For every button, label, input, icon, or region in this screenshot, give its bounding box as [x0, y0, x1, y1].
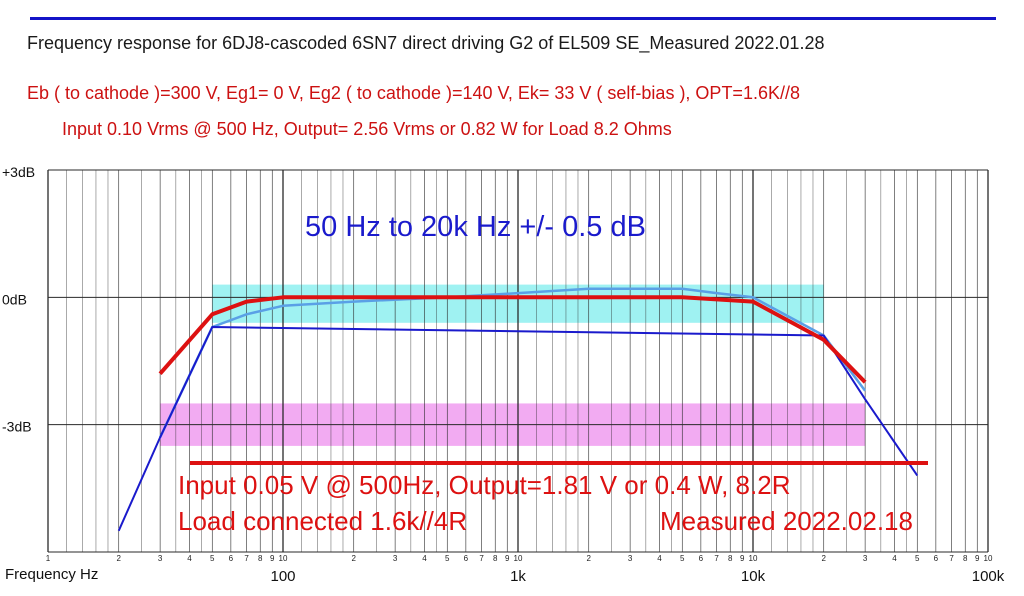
x-minor-tick-label: 2: [117, 554, 122, 563]
x-minor-tick-label: 10: [984, 554, 993, 563]
series-line-2: [117, 326, 919, 532]
second-measurement-rule: [190, 461, 928, 465]
x-minor-tick-label: 3: [393, 554, 398, 563]
x-minor-tick-label: 8: [258, 554, 263, 563]
x-axis-label: Frequency Hz: [5, 566, 99, 583]
y-tick-label: +3dB: [2, 164, 35, 180]
second-measurement-line1: Input 0.05 V @ 500Hz, Output=1.81 V or 0…: [178, 470, 791, 500]
x-minor-tick-label: 8: [963, 554, 968, 563]
second-measurement-date: Measured 2022.02.18: [660, 506, 913, 536]
x-tick-label: 1k: [510, 568, 526, 585]
series-line-0: [158, 295, 867, 384]
x-minor-tick-label: 8: [728, 554, 733, 563]
x-minor-tick-label: 6: [464, 554, 469, 563]
x-minor-tick-label: 7: [714, 554, 719, 563]
series-line-1: [158, 287, 867, 438]
x-tick-label: 100k: [972, 568, 1005, 585]
x-minor-tick-label: 6: [934, 554, 939, 563]
conditions-text: Eb ( to cathode )=300 V, Eg1= 0 V, Eg2 (…: [27, 83, 800, 103]
x-tick-label: 10k: [741, 568, 766, 585]
x-minor-tick-label: 7: [479, 554, 484, 563]
x-minor-tick-label: 5: [915, 554, 920, 563]
x-minor-tick-label: 4: [187, 554, 192, 563]
x-minor-tick-label: 10: [279, 554, 288, 563]
x-minor-tick-label: 3: [628, 554, 633, 563]
x-minor-tick-label: 1: [46, 554, 51, 563]
x-minor-tick-label: 2: [822, 554, 827, 563]
header-rule: [30, 17, 996, 20]
x-minor-tick-label: 5: [680, 554, 685, 563]
x-minor-tick-label: 5: [445, 554, 450, 563]
x-minor-tick-label: 3: [158, 554, 163, 563]
x-minor-tick-label: 7: [949, 554, 954, 563]
second-measurement-line2: Load connected 1.6k//4R: [178, 506, 468, 536]
x-minor-tick-label: 4: [422, 554, 427, 563]
x-minor-tick-label: 9: [740, 554, 745, 563]
x-minor-tick-label: 4: [892, 554, 897, 563]
x-minor-tick-label: 8: [493, 554, 498, 563]
x-minor-tick-label: 10: [514, 554, 523, 563]
x-minor-tick-label: 3: [863, 554, 868, 563]
x-minor-tick-label: 5: [210, 554, 215, 563]
x-minor-tick-label: 9: [270, 554, 275, 563]
y-tick-label: -3dB: [2, 419, 32, 435]
x-minor-tick-label: 2: [587, 554, 592, 563]
x-minor-tick-label: 4: [657, 554, 662, 563]
first-measurement-text: Input 0.10 Vrms @ 500 Hz, Output= 2.56 V…: [62, 119, 672, 139]
y-tick-label: 0dB: [2, 291, 27, 307]
x-minor-tick-label: 6: [229, 554, 234, 563]
x-tick-label: 100: [270, 568, 295, 585]
band-annotation: 50 Hz to 20k Hz +/- 0.5 dB: [305, 211, 646, 243]
x-minor-tick-label: 9: [975, 554, 980, 563]
x-minor-tick-label: 10: [749, 554, 758, 563]
x-minor-tick-label: 9: [505, 554, 510, 563]
x-minor-tick-label: 6: [699, 554, 704, 563]
x-minor-tick-label: 7: [244, 554, 249, 563]
x-minor-tick-label: 2: [352, 554, 357, 563]
chart-title: Frequency response for 6DJ8-cascoded 6SN…: [27, 33, 825, 53]
